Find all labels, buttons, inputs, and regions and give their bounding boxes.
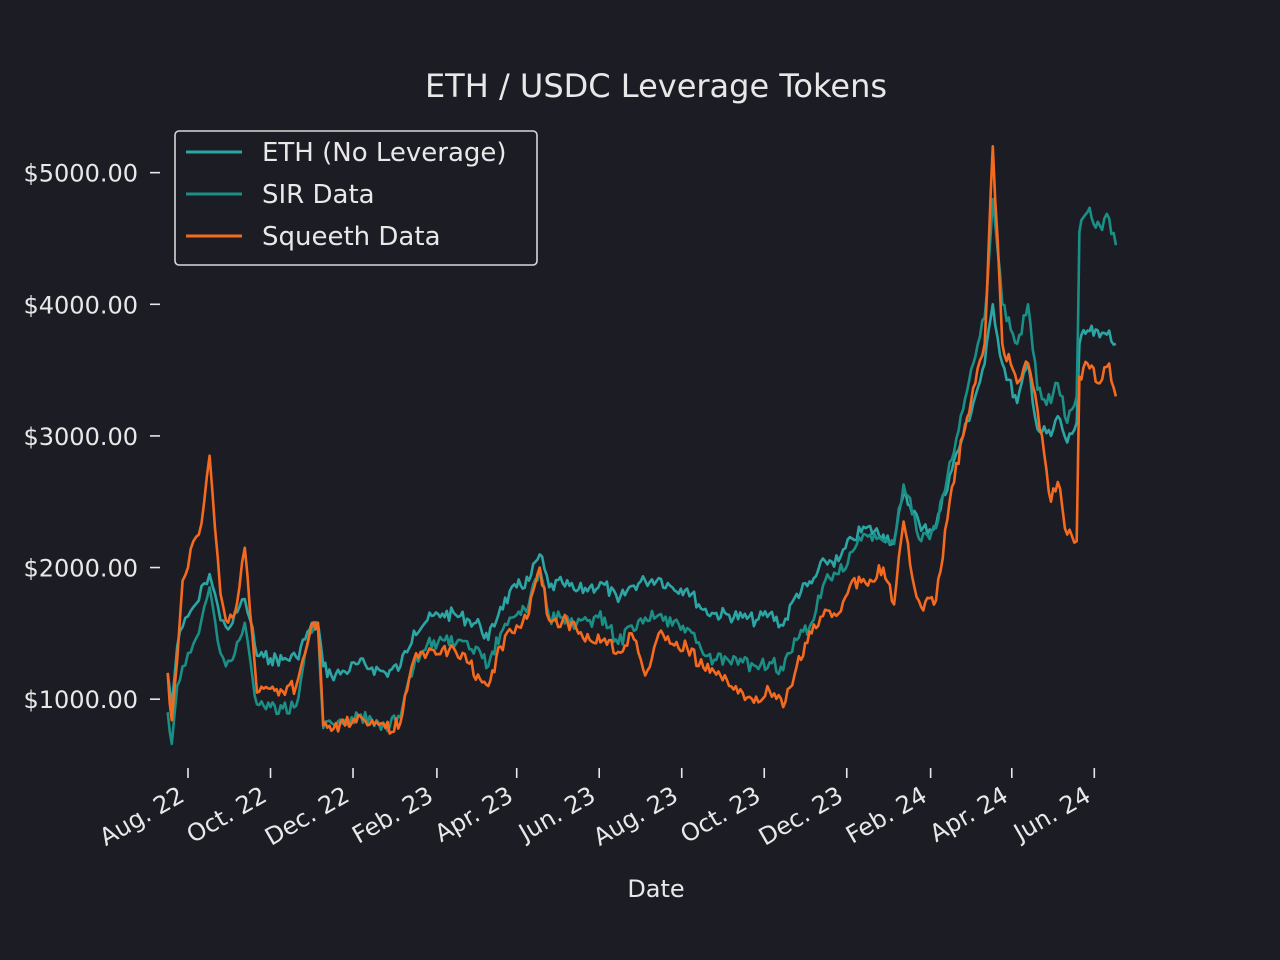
y-tick-label: $4000.00 [23,291,138,319]
y-axis: $1000.00 $2000.00 $3000.00 $4000.00 $5000.00 [23,160,160,714]
y-tick-label: $3000.00 [23,423,138,451]
legend-label: ETH (No Leverage) [262,138,507,168]
legend-label: Squeeth Data [262,222,441,252]
legend-label: SIR Data [262,180,375,210]
legend: ETH (No Leverage) SIR Data Squeeth Data [174,130,538,266]
series-line-2 [166,145,1118,735]
y-tick-label: $5000.00 [23,160,138,188]
plot-area [166,145,1118,746]
legend-box [174,130,538,266]
chart-title: ETH / USDC Leverage Tokens [425,67,887,105]
y-tick-label: $2000.00 [23,555,138,583]
x-axis-label: Date [627,875,684,903]
y-tick-label: $1000.00 [23,686,138,714]
